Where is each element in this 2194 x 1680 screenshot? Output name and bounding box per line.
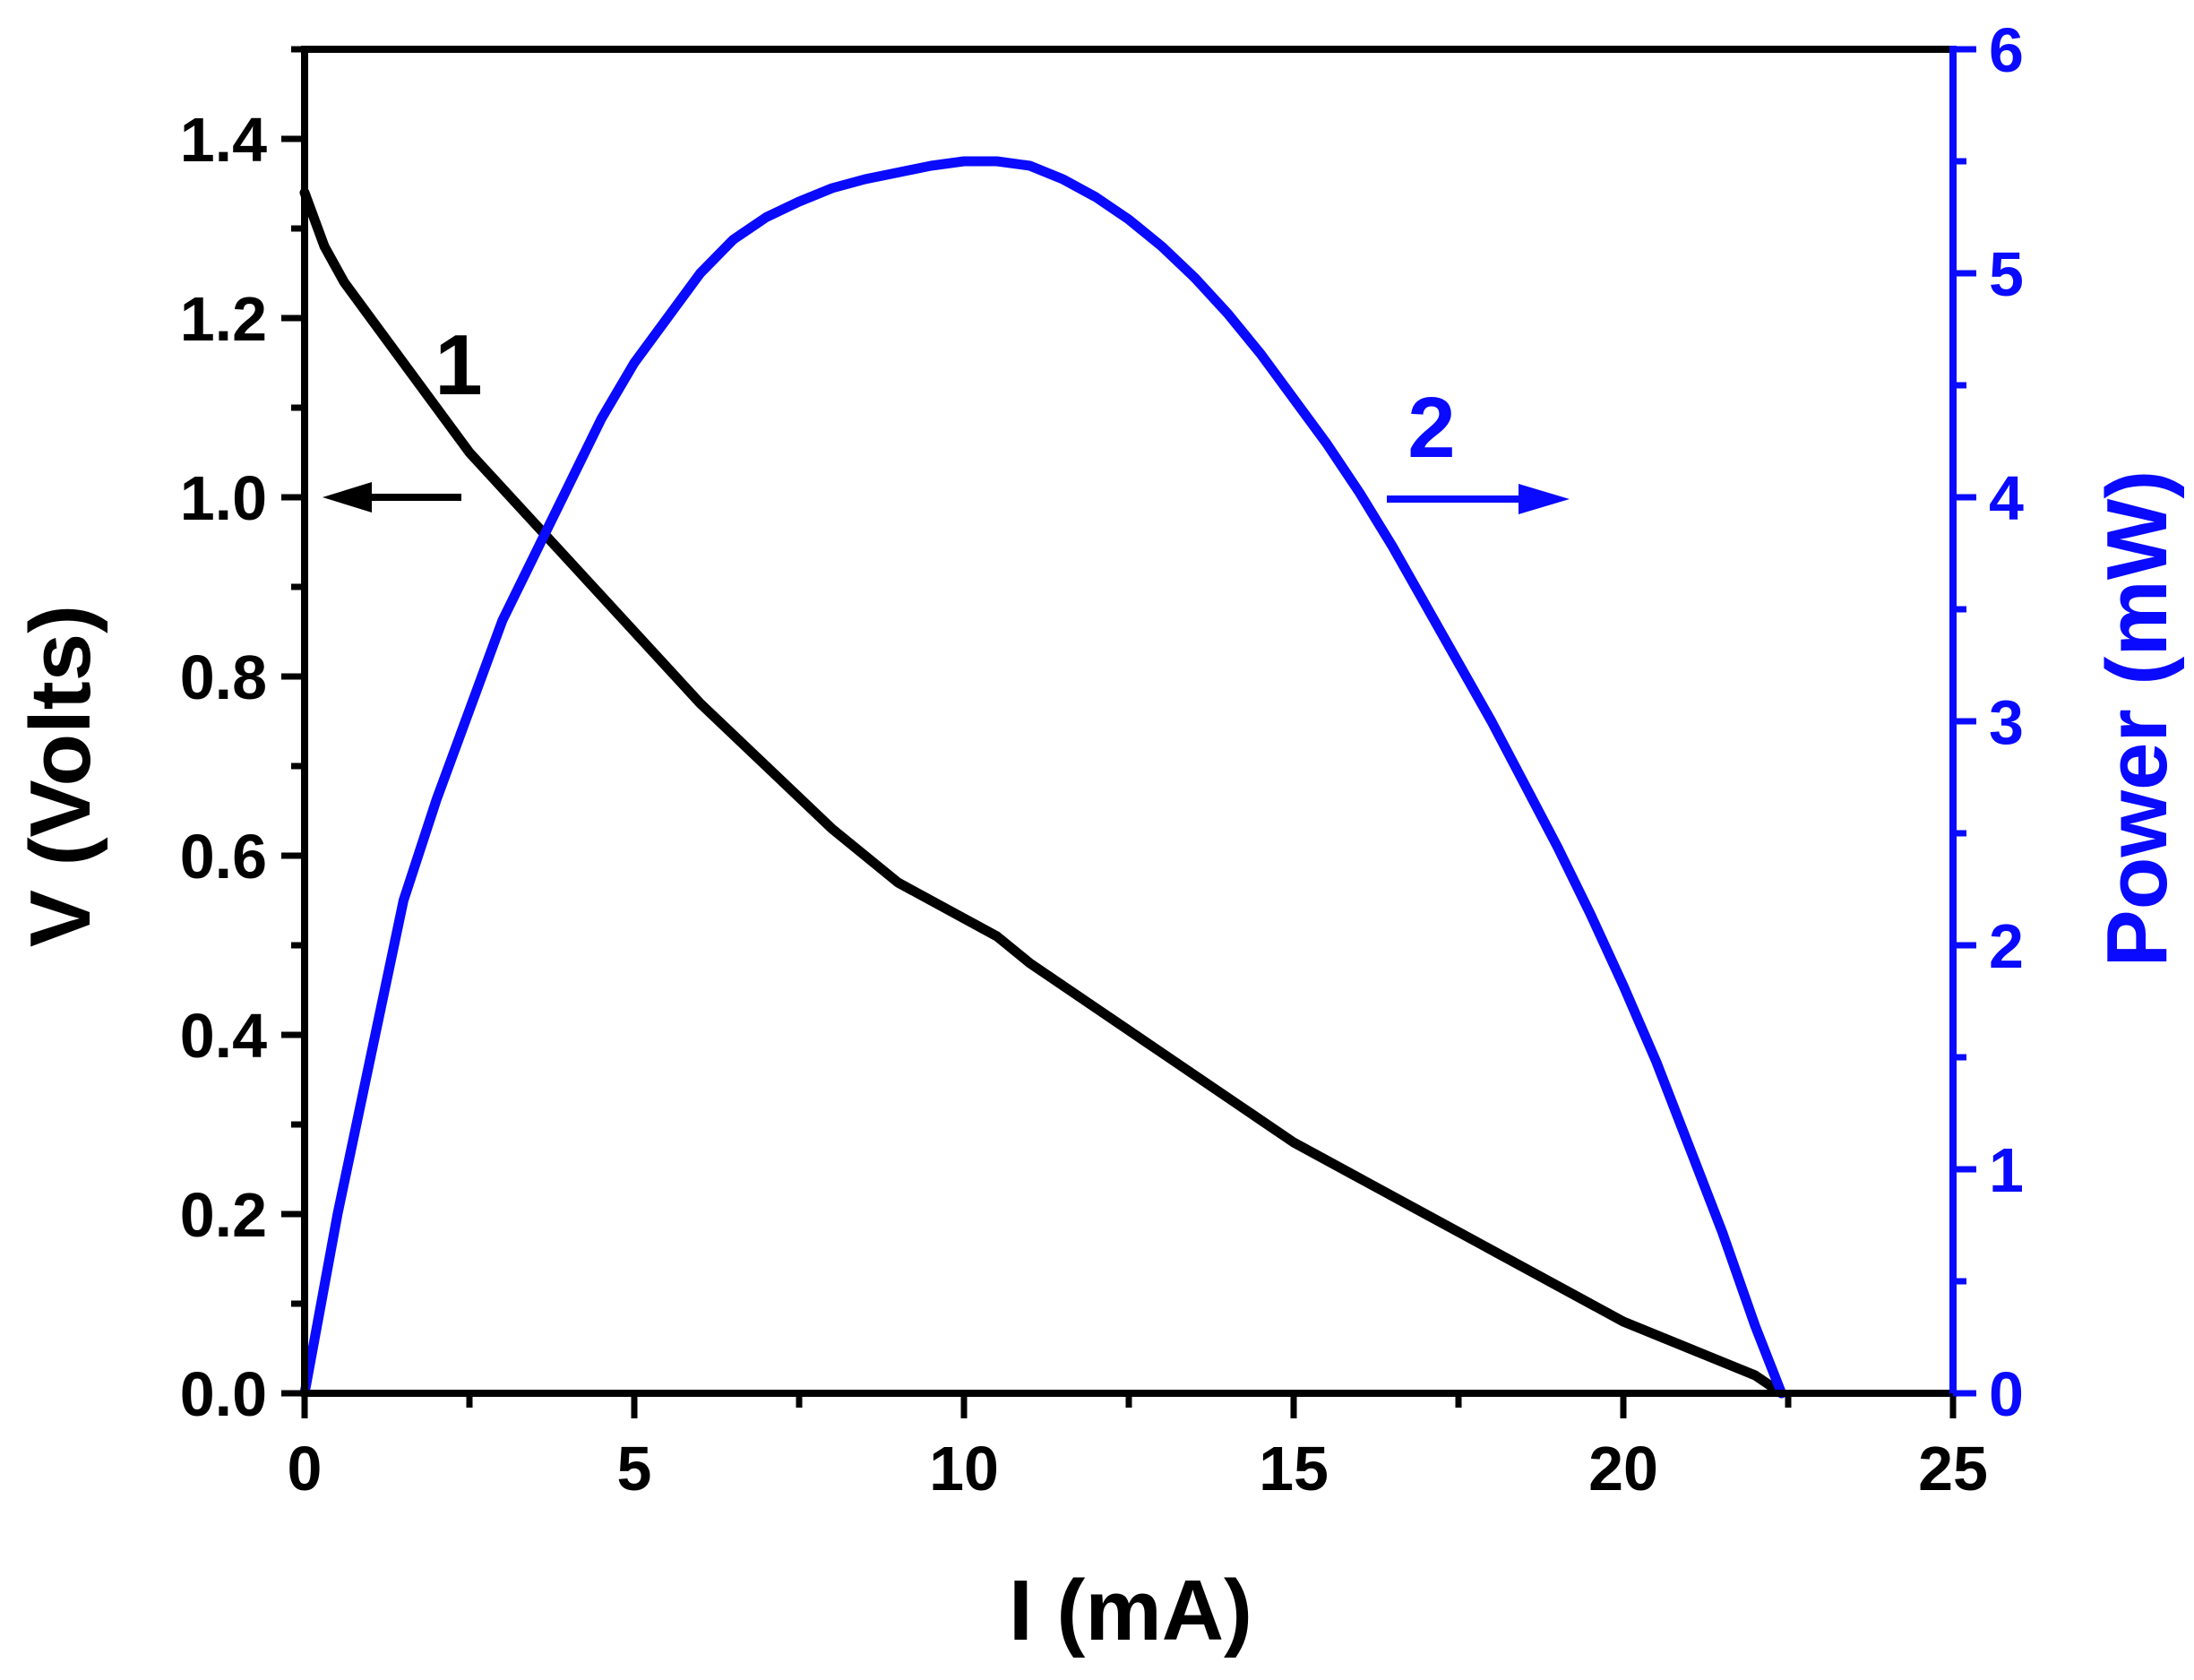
labels-layer: I (mA) V (Volts) Power (mW) [13, 470, 2185, 1658]
voltage-curve [299, 187, 1787, 1399]
x-axis-title: I (mA) [1009, 1563, 1252, 1658]
right-arrow-head [1519, 484, 1570, 514]
y-left-tick-label: 1.2 [180, 284, 267, 354]
y-right-tick-label: 4 [1989, 463, 2024, 533]
x-tick-label: 5 [617, 1434, 652, 1503]
series-2-label: 2 [1407, 380, 1455, 476]
x-tick-label: 15 [1259, 1434, 1329, 1503]
x-tick-label: 0 [288, 1434, 323, 1503]
left-arrow-head [323, 482, 372, 513]
x-tick-label: 20 [1588, 1434, 1658, 1503]
y-right-tick-label: 5 [1989, 239, 2024, 309]
y-left-tick-label: 0.2 [180, 1180, 267, 1250]
y-right-tick-label: 1 [1989, 1135, 2024, 1205]
x-tick-label: 10 [929, 1434, 999, 1503]
annotation-layer: 1 2 [323, 317, 1570, 514]
y-right-tick-label: 6 [1989, 15, 2024, 85]
y-left-tick-label: 1.4 [180, 105, 267, 175]
ticks-layer: 0 5 10 15 20 25 0.0 0.2 0.4 0.6 0.8 1.0 1.2 1.4 0 1 2 3 4 5… [180, 15, 2024, 1503]
power-curve [299, 156, 1787, 1399]
series-layer [299, 156, 1787, 1399]
y-left-tick-label: 0.0 [180, 1359, 267, 1429]
y-left-axis-title: V (Volts) [13, 605, 108, 947]
y-left-tick-label: 0.4 [180, 1001, 267, 1071]
y-right-tick-label: 3 [1989, 687, 2024, 757]
x-tick-label: 25 [1918, 1434, 1988, 1503]
y-left-tick-label: 1.0 [180, 463, 267, 533]
y-right-tick-label: 2 [1989, 911, 2024, 981]
y-right-axis-title: Power (mW) [2089, 470, 2185, 968]
series-1-label: 1 [434, 317, 482, 413]
y-left-tick-label: 0.6 [180, 822, 267, 892]
y-right-tick-label: 0 [1989, 1359, 2024, 1429]
y-left-tick-label: 0.8 [180, 642, 267, 712]
